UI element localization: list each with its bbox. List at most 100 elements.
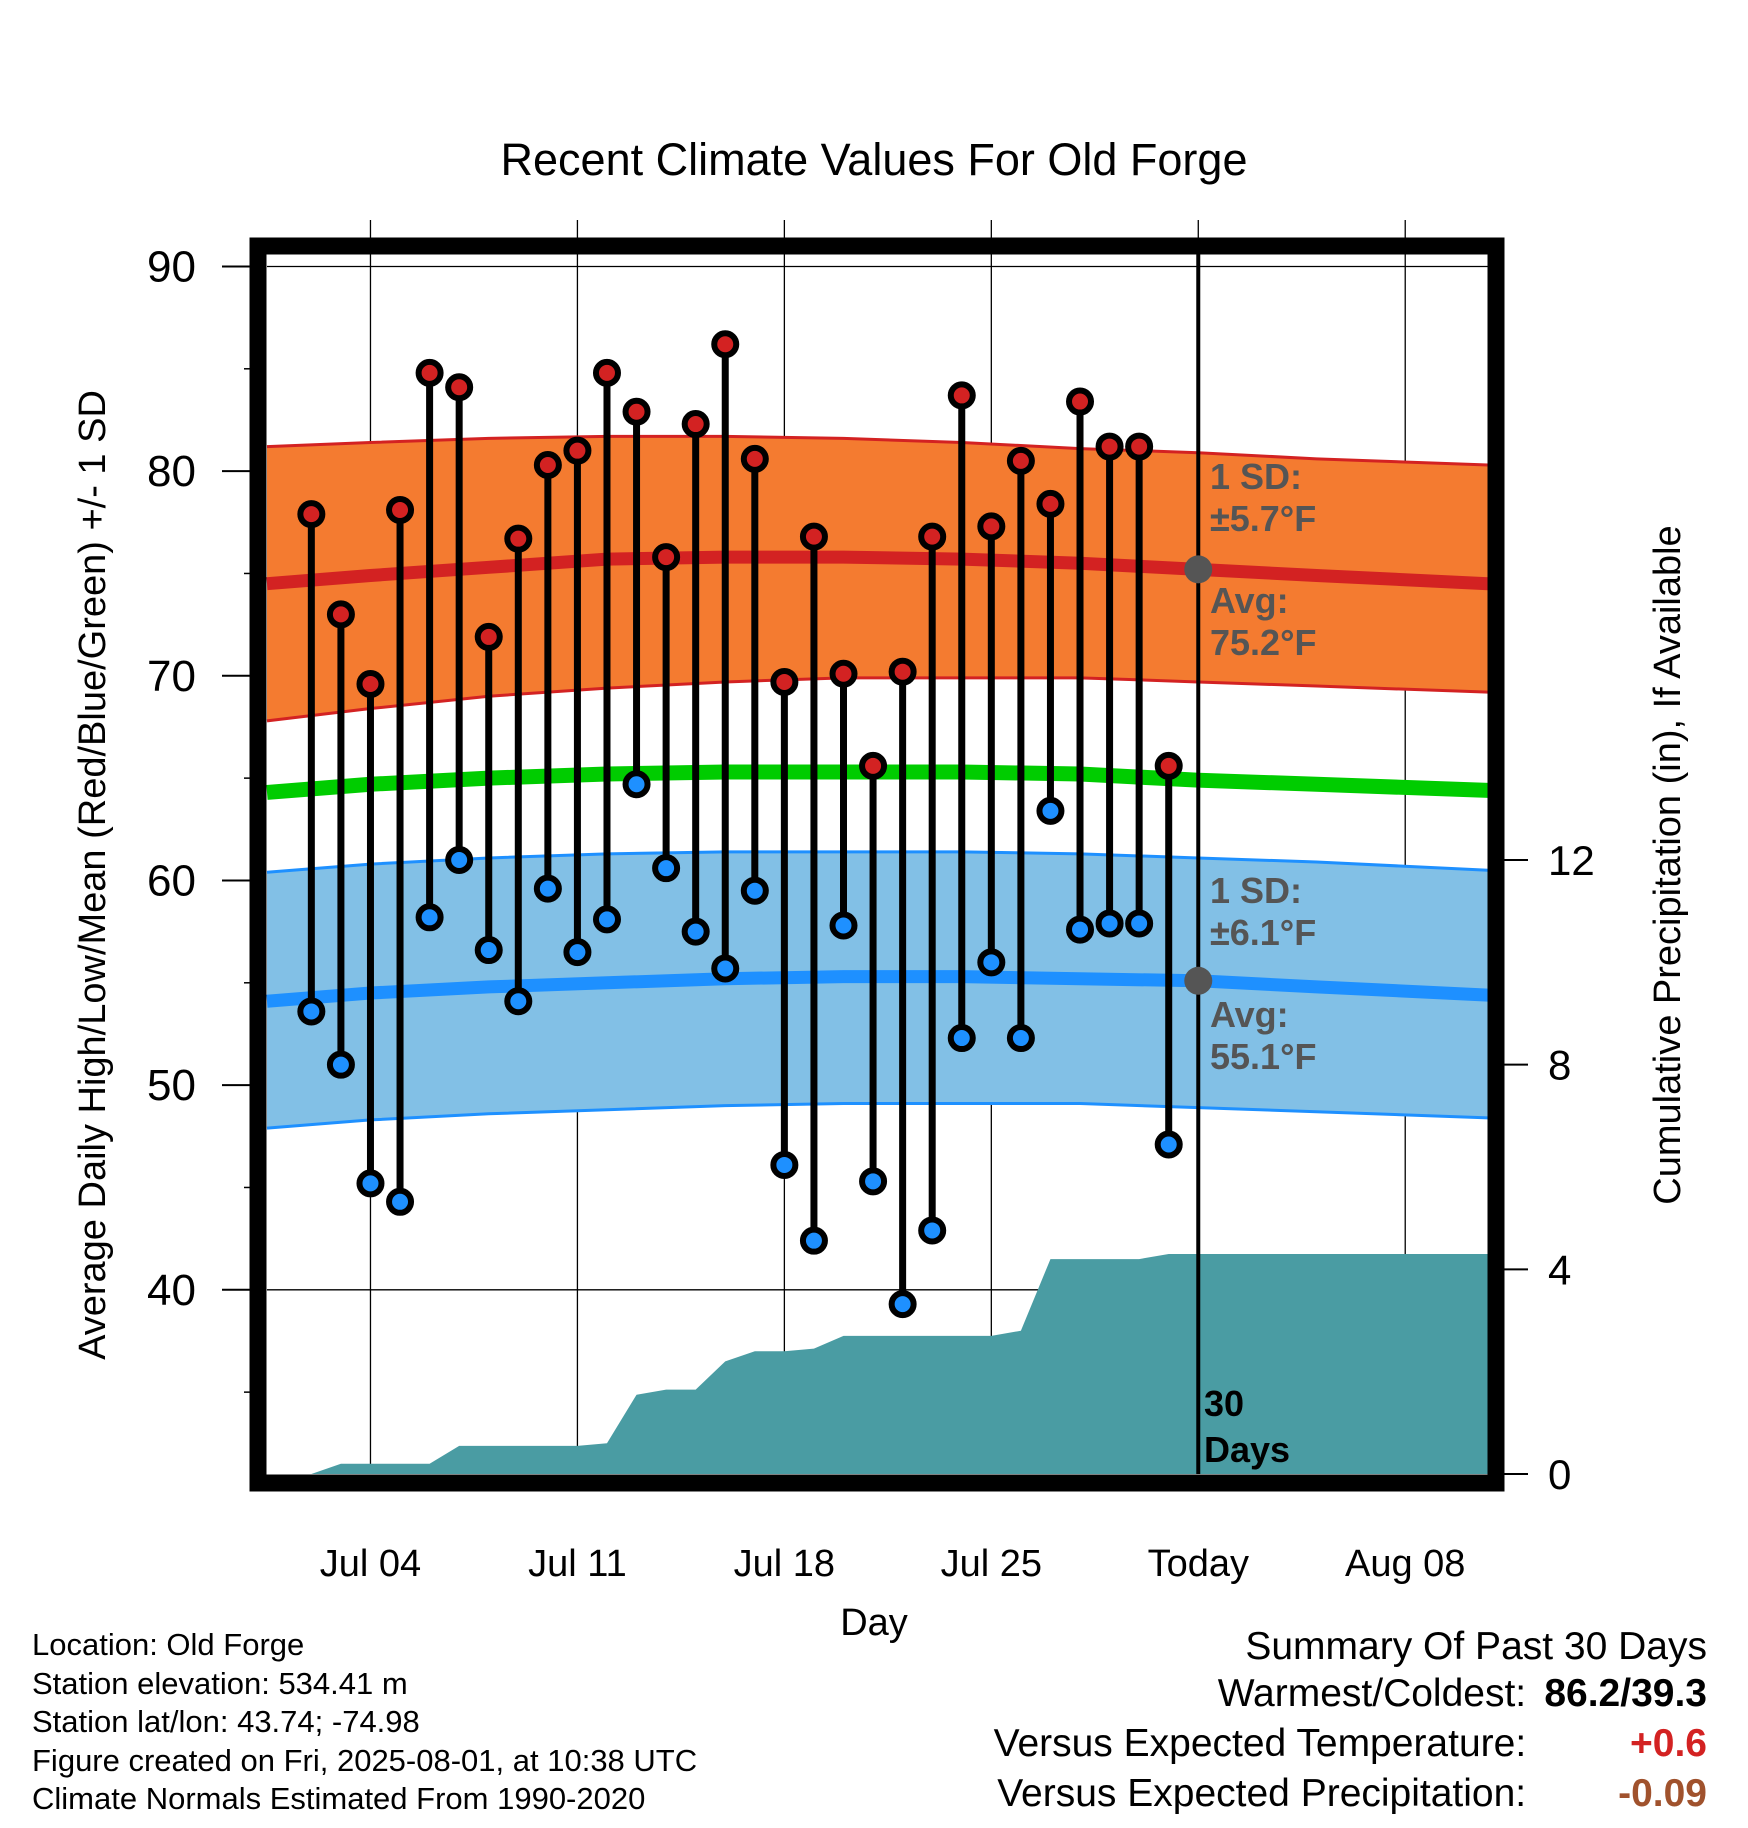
normal-high-line xyxy=(266,550,1489,591)
high-point xyxy=(977,512,1006,541)
low-point xyxy=(415,903,444,932)
low-sd-label: 1 SD: xyxy=(1210,870,1302,911)
high-point xyxy=(533,450,562,479)
high-point xyxy=(711,330,740,359)
high-point xyxy=(1036,489,1065,518)
high-point xyxy=(829,659,858,688)
high-avg-marker xyxy=(1184,555,1213,584)
low-point xyxy=(977,948,1006,977)
high-point xyxy=(1095,432,1124,461)
y-tick-label: 70 xyxy=(147,652,196,701)
station-info: Location: Old Forge Station elevation: 5… xyxy=(32,1626,932,1819)
low-point xyxy=(829,911,858,940)
normal-low-line xyxy=(266,970,1489,1008)
high-point xyxy=(474,622,503,651)
y-axis-label: Average Daily High/Low/Mean (Red/Blue/Gr… xyxy=(72,390,114,1360)
low-point xyxy=(681,917,710,946)
days-label-word: Days xyxy=(1204,1429,1290,1470)
chart-title: Recent Climate Values For Old Forge xyxy=(501,134,1248,185)
low-avg-label: Avg: xyxy=(1210,994,1289,1035)
low-point xyxy=(947,1024,976,1053)
summary-title: Summary Of Past 30 Days xyxy=(1245,1625,1707,1668)
high-sd-band xyxy=(267,436,1488,721)
y-tick-label: 90 xyxy=(147,242,196,291)
precip-value: -0.09 xyxy=(1618,1772,1707,1815)
warmest-value: 86.2/39.3 xyxy=(1544,1672,1707,1715)
location-text: Location: Old Forge xyxy=(32,1627,305,1662)
high-point xyxy=(1125,432,1154,461)
low-point xyxy=(770,1150,799,1179)
y2-tick-label: 12 xyxy=(1548,837,1595,884)
days-label-number: 30 xyxy=(1204,1383,1244,1424)
x-tick-label: Jul 25 xyxy=(941,1543,1042,1585)
x-tick-label: Today xyxy=(1148,1543,1249,1585)
low-point xyxy=(1095,909,1124,938)
y2-tick-label: 8 xyxy=(1548,1042,1571,1089)
low-point xyxy=(356,1169,385,1198)
low-point xyxy=(386,1187,415,1216)
low-point xyxy=(592,905,621,934)
high-point xyxy=(622,397,651,426)
y-tick-label: 60 xyxy=(147,856,196,905)
high-point xyxy=(356,669,385,698)
summary-panel: Summary Of Past 30 Days Warmest/Coldest:… xyxy=(807,1622,1707,1819)
normals-text: Climate Normals Estimated From 1990-2020 xyxy=(32,1781,646,1816)
low-point xyxy=(533,874,562,903)
low-point xyxy=(888,1290,917,1319)
high-point xyxy=(918,522,947,551)
high-point xyxy=(740,444,769,473)
low-point xyxy=(504,987,533,1016)
high-avg-value: 75.2°F xyxy=(1210,622,1316,663)
low-point xyxy=(740,876,769,905)
y-tick-label: 80 xyxy=(147,447,196,496)
high-point xyxy=(445,373,474,402)
low-point xyxy=(799,1226,828,1255)
low-point xyxy=(652,854,681,883)
high-avg-label: Avg: xyxy=(1210,580,1289,621)
low-point xyxy=(711,954,740,983)
created-text: Figure created on Fri, 2025-08-01, at 10… xyxy=(32,1742,698,1778)
high-point xyxy=(297,500,326,529)
warmest-label: Warmest/Coldest: xyxy=(1217,1672,1527,1715)
x-tick-label: Jul 11 xyxy=(528,1543,627,1585)
low-point xyxy=(1006,1024,1035,1053)
x-axis-label: Day xyxy=(840,1602,908,1644)
x-tick-label: Aug 08 xyxy=(1345,1543,1465,1585)
y-tick-label: 40 xyxy=(147,1266,196,1315)
precip-row: Versus Expected Precipitation: -0.09 xyxy=(807,1769,1707,1819)
low-point xyxy=(859,1167,888,1196)
low-point xyxy=(297,997,326,1026)
low-band-lower-edge xyxy=(266,1102,1489,1130)
high-point xyxy=(681,410,710,439)
low-avg-value: 55.1°F xyxy=(1210,1036,1316,1077)
high-point xyxy=(859,751,888,780)
temp-row: Versus Expected Temperature: +0.6 xyxy=(807,1719,1707,1769)
high-point xyxy=(1154,751,1183,780)
high-point xyxy=(947,381,976,410)
low-avg-marker xyxy=(1184,966,1213,995)
high-point xyxy=(386,496,415,525)
precip-area xyxy=(311,1253,1489,1474)
annotations: 1 SD: ±5.7°F Avg: 75.2°F 1 SD: ±6.1°F Av… xyxy=(1204,456,1316,1470)
y2-axis-label: Cumulative Precipitation (in), If Availa… xyxy=(1647,525,1689,1204)
y2-tick-label: 0 xyxy=(1548,1451,1571,1498)
high-point xyxy=(799,522,828,551)
latlon-text: Station lat/lon: 43.74; -74.98 xyxy=(32,1704,420,1739)
precip-label: Versus Expected Precipitation: xyxy=(997,1772,1527,1815)
low-point xyxy=(563,938,592,967)
low-point xyxy=(1036,796,1065,825)
high-sd-label: 1 SD: xyxy=(1210,456,1302,497)
precipitation-area xyxy=(311,1253,1489,1474)
high-point xyxy=(888,657,917,686)
low-point xyxy=(1125,909,1154,938)
high-point xyxy=(504,524,533,553)
y-tick-label: 50 xyxy=(147,1061,196,1110)
low-point xyxy=(445,846,474,874)
high-point xyxy=(770,667,799,696)
temp-label: Versus Expected Temperature: xyxy=(993,1722,1527,1765)
x-tick-label: Jul 04 xyxy=(320,1543,421,1585)
high-sd-value: ±5.7°F xyxy=(1210,498,1316,539)
daily-observations xyxy=(297,330,1183,1319)
elevation-text: Station elevation: 534.41 m xyxy=(32,1665,408,1701)
